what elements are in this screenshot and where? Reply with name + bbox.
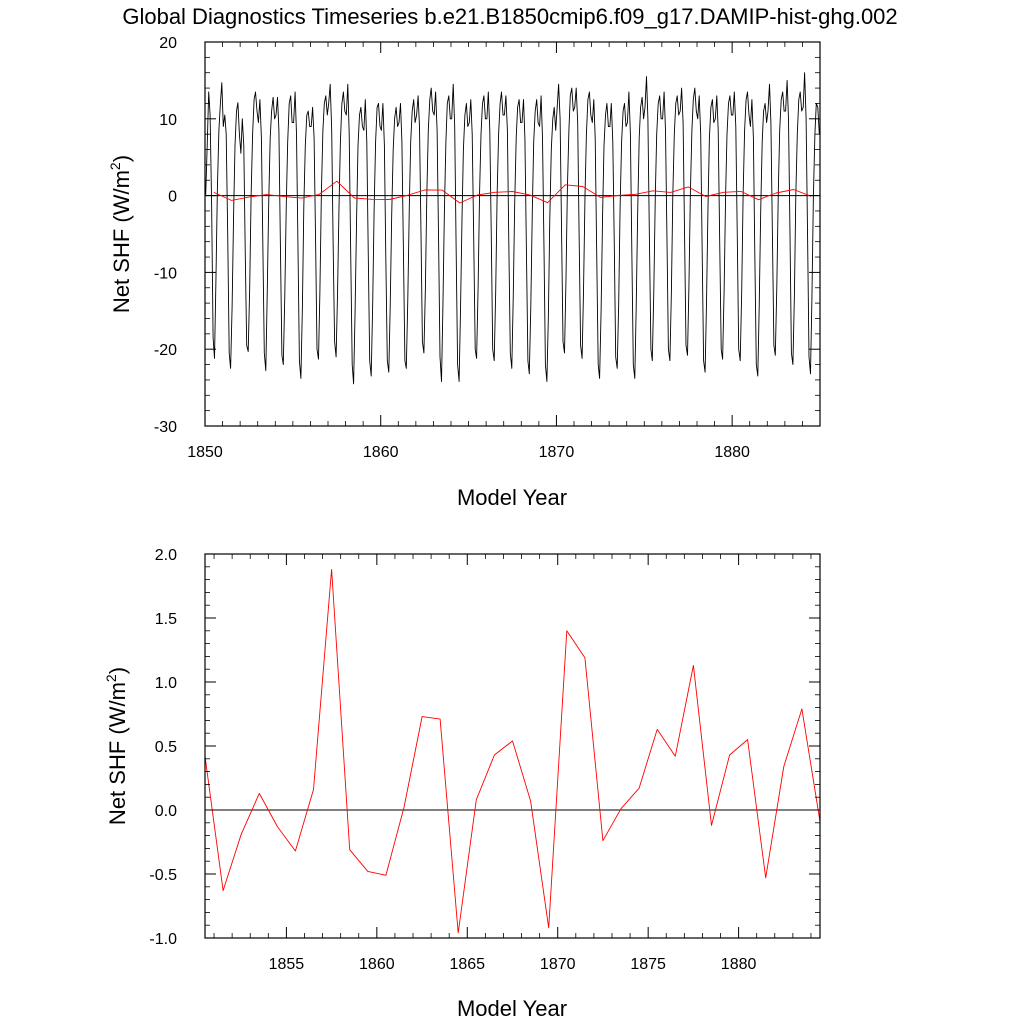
bottom-y-label-sup: 2 [103, 674, 119, 682]
bottom-x-tick-label: 1870 [540, 956, 576, 973]
bottom-plot-frame [204, 553, 821, 939]
top-y-label-close: ) [109, 155, 134, 162]
top-series-group [205, 72, 820, 385]
top-x-tick-label: 1850 [187, 444, 223, 461]
bottom-y-tick-label: 1.5 [155, 611, 177, 628]
top-x-tick-label: 1860 [363, 444, 399, 461]
top-y-axis-label: Net SHF (W/m2) [107, 155, 134, 313]
top-x-tick-label: 1880 [714, 444, 750, 461]
bottom-panel: Model Year Net SHF (W/m2) 1855 1860 1865 18… [103, 547, 821, 1021]
bottom-y-label-main: Net SHF (W/m [105, 682, 130, 825]
bottom-y-tick-label: -1.0 [149, 931, 177, 948]
bottom-y-tick-label: 0.5 [155, 739, 177, 756]
top-y-label-main: Net SHF (W/m [109, 170, 134, 313]
bottom-x-tick-label: 1860 [359, 956, 395, 973]
bottom-x-tick-label: 1865 [449, 956, 485, 973]
top-x-axis-label: Model Year [457, 485, 567, 510]
top-x-tick-label: 1870 [539, 444, 575, 461]
bottom-series-line-annual [205, 568, 820, 934]
bottom-y-tick-label: 1.0 [155, 675, 177, 692]
bottom-y-tick-label: 2.0 [155, 547, 177, 564]
bottom-x-tick-label: 1875 [630, 956, 666, 973]
top-y-label-sup: 2 [107, 162, 123, 170]
bottom-x-axis-label: Model Year [457, 996, 567, 1021]
bottom-y-tick-label: -0.5 [149, 867, 177, 884]
top-y-tick-label: 10 [159, 112, 177, 129]
top-series-line-annual [213, 180, 812, 204]
bottom-y-axis-label: Net SHF (W/m2) [103, 667, 130, 825]
bottom-series-group [205, 568, 820, 934]
chart-title: Global Diagnostics Timeseries b.e21.B185… [122, 4, 897, 29]
top-y-tick-label: 0 [168, 189, 177, 206]
top-y-tick-label: -10 [154, 265, 177, 282]
bottom-x-tick-label: 1855 [269, 956, 305, 973]
top-y-tick-label: -30 [154, 419, 177, 436]
bottom-y-tick-label: 0.0 [155, 803, 177, 820]
bottom-y-label-close: ) [105, 667, 130, 674]
top-y-tick-label: 20 [159, 35, 177, 52]
bottom-x-tick-label: 1880 [721, 956, 757, 973]
top-panel: Model Year Net SHF (W/m2) 1850 1860 1870 18… [107, 35, 821, 510]
top-series-line-monthly [205, 72, 820, 385]
top-plot-frame [204, 41, 821, 427]
top-y-tick-label: -20 [154, 342, 177, 359]
